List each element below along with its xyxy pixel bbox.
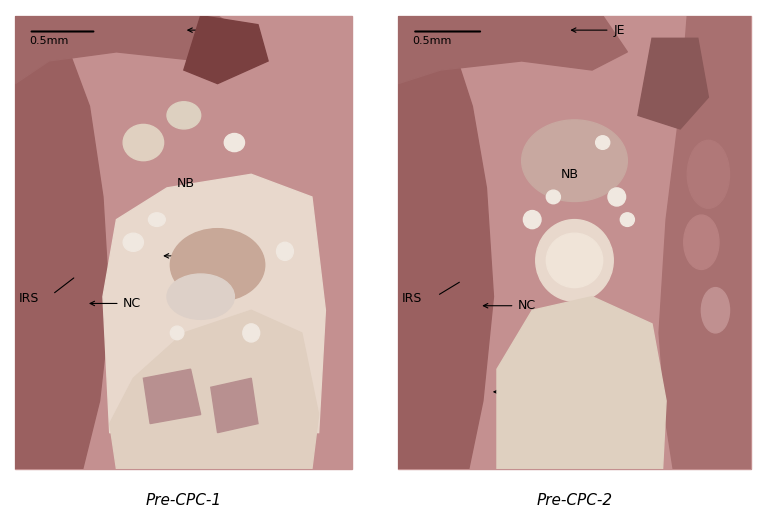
Ellipse shape — [535, 220, 614, 301]
Ellipse shape — [546, 233, 603, 288]
Ellipse shape — [702, 288, 729, 333]
Text: Pre-CPC-2: Pre-CPC-2 — [536, 493, 613, 507]
Polygon shape — [659, 16, 751, 469]
Text: NB: NB — [561, 168, 578, 181]
Ellipse shape — [224, 133, 244, 152]
Text: Pre-CPC-1: Pre-CPC-1 — [146, 493, 222, 507]
Text: 0.5mm: 0.5mm — [412, 36, 452, 46]
Text: JE: JE — [228, 23, 239, 36]
Text: NC: NC — [518, 299, 536, 312]
Polygon shape — [398, 16, 627, 83]
Text: IRS: IRS — [18, 292, 39, 305]
Ellipse shape — [687, 140, 729, 208]
Ellipse shape — [277, 242, 293, 260]
Ellipse shape — [170, 229, 265, 301]
Ellipse shape — [522, 120, 627, 202]
Ellipse shape — [684, 215, 719, 269]
Polygon shape — [638, 39, 709, 129]
Ellipse shape — [546, 190, 561, 204]
Ellipse shape — [123, 125, 164, 160]
Text: NC: NC — [123, 297, 141, 310]
Ellipse shape — [596, 136, 610, 150]
Polygon shape — [497, 296, 666, 469]
Text: 0.5mm: 0.5mm — [29, 36, 68, 46]
Text: GM: GM — [204, 250, 224, 263]
Polygon shape — [15, 16, 110, 469]
Ellipse shape — [620, 213, 634, 227]
Polygon shape — [184, 16, 268, 83]
Ellipse shape — [167, 274, 234, 319]
Text: GM: GM — [585, 247, 606, 260]
Polygon shape — [15, 16, 251, 83]
Text: IRS: IRS — [402, 292, 422, 305]
Text: HL: HL — [553, 386, 570, 399]
Polygon shape — [211, 378, 258, 432]
Polygon shape — [110, 311, 319, 469]
Polygon shape — [103, 174, 326, 432]
Ellipse shape — [608, 188, 626, 206]
Ellipse shape — [243, 324, 260, 342]
Ellipse shape — [167, 102, 201, 129]
Text: NB: NB — [177, 177, 195, 190]
Ellipse shape — [123, 233, 143, 251]
Polygon shape — [143, 369, 201, 424]
Ellipse shape — [170, 326, 184, 340]
Ellipse shape — [149, 213, 165, 227]
Text: JE: JE — [614, 23, 625, 36]
Ellipse shape — [523, 210, 541, 229]
Polygon shape — [398, 16, 493, 469]
